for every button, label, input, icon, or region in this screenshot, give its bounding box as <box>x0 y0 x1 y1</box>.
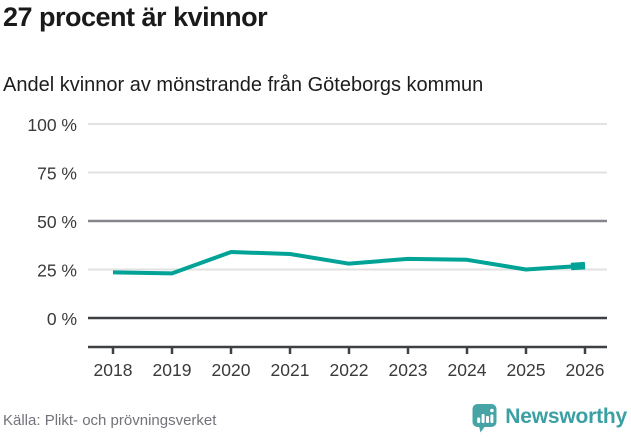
source-note: Källa: Plikt- och prövningsverket <box>3 412 217 429</box>
data-line <box>112 250 586 276</box>
chart-subtitle: Andel kvinnor av mönstrande från Götebor… <box>3 74 484 96</box>
x-axis-tick-label: 2026 <box>566 360 605 380</box>
x-axis-tick-label: 2018 <box>94 360 133 380</box>
x-axis-tick-label: 2022 <box>330 360 369 380</box>
newsworthy-wordmark: Newsworthy <box>505 405 627 428</box>
x-axis-tick-label: 2024 <box>448 360 487 380</box>
y-axis-tick-label: 25 % <box>37 261 77 281</box>
newsworthy-logo: Newsworthy <box>471 401 627 433</box>
x-axis-tick-label: 2023 <box>389 360 428 380</box>
y-axis-tick-label: 50 % <box>37 212 77 232</box>
x-axis-tick-label: 2025 <box>507 360 546 380</box>
y-axis-tick-label: 0 % <box>47 309 77 329</box>
y-axis-tick-label: 100 % <box>27 115 77 135</box>
y-axis-tick-label: 75 % <box>37 164 77 184</box>
x-axis-tick-label: 2019 <box>153 360 192 380</box>
x-axis-tick-label: 2021 <box>271 360 310 380</box>
x-axis-tick-label: 2020 <box>212 360 251 380</box>
latest-point-marker <box>570 261 586 271</box>
chart-title: 27 procent är kvinnor <box>3 2 268 32</box>
newsworthy-bubble-icon <box>472 404 497 433</box>
